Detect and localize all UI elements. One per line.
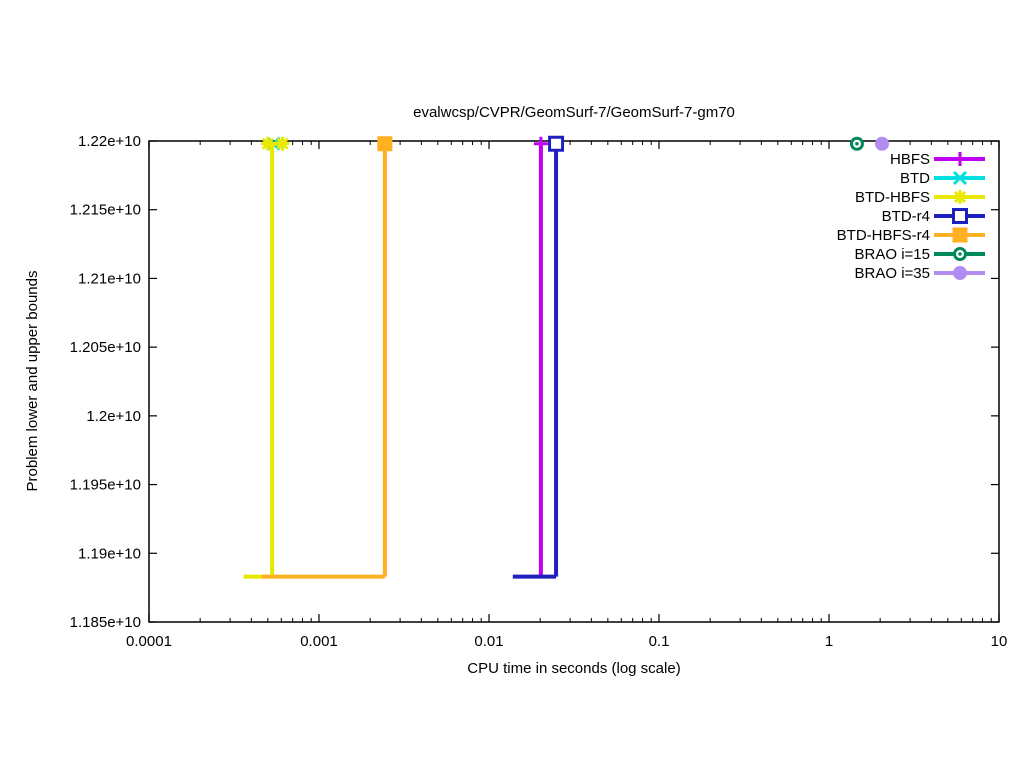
- y-tick-label: 1.21e+10: [78, 270, 141, 287]
- legend-marker: [953, 266, 967, 280]
- y-tick-label: 1.205e+10: [70, 339, 141, 356]
- legend-marker-stroke: [952, 170, 968, 186]
- legend-item-btd: BTD: [900, 170, 985, 187]
- legend-marker: [952, 170, 968, 186]
- legend-label: BTD-r4: [882, 208, 930, 225]
- data-point-marker: [874, 136, 889, 151]
- legend-item-brao-i-35: BRAO i=35: [855, 265, 985, 282]
- y-tick-label: 1.2e+10: [86, 408, 141, 425]
- y-tick-label: 1.195e+10: [70, 477, 141, 494]
- legend-marker: [953, 247, 967, 261]
- data-point-marker: [849, 136, 864, 151]
- y-tick-label: 1.215e+10: [70, 202, 141, 219]
- series-btd-hbfs: [243, 136, 290, 579]
- legend-marker-shape: [952, 227, 968, 243]
- legend-marker: [952, 227, 968, 243]
- series-brao-i-35: [874, 136, 889, 151]
- legend-marker-shape: [953, 266, 967, 280]
- legend-marker: [953, 190, 967, 204]
- series-hbfs: [533, 136, 548, 577]
- legend-item-btd-r4: BTD-r4: [882, 208, 985, 225]
- data-point-marker-shape: [377, 136, 393, 152]
- y-tick-label: 1.19e+10: [78, 545, 141, 562]
- y-tick-label: 1.185e+10: [70, 614, 141, 631]
- x-tick-label: 1: [825, 633, 833, 650]
- data-point-marker-stroke: [261, 137, 274, 150]
- chart-title: evalwcsp/CVPR/GeomSurf-7/GeomSurf-7-gm70: [413, 104, 735, 121]
- series-btd-r4: [512, 135, 565, 579]
- data-point-marker: [548, 135, 565, 152]
- x-tick-label: 0.001: [300, 633, 338, 650]
- data-point-marker-shape: [874, 136, 889, 151]
- legend-marker-stroke: [953, 190, 967, 204]
- data-point-marker: [377, 136, 393, 152]
- data-point-marker: [533, 136, 548, 151]
- legend-label: BRAO i=15: [855, 246, 930, 263]
- data-point-marker-shape: [855, 141, 859, 146]
- y-axis-label: Problem lower and upper bounds: [24, 271, 41, 492]
- legend-label: BTD: [900, 170, 930, 187]
- series-brao-i-15: [849, 136, 864, 151]
- legend-item-btd-hbfs-r4: BTD-HBFS-r4: [837, 227, 985, 244]
- legend-label: BTD-HBFS-r4: [837, 227, 930, 244]
- axes-layer: 0.0001 0.001 0.01 0.1 1 10 1.185e+10 1.19e+10 1.…: [70, 133, 1008, 650]
- x-tick-label: 0.0001: [126, 633, 172, 650]
- data-point-marker-shape: [548, 135, 565, 152]
- legend-item-brao-i-15: BRAO i=15: [855, 246, 985, 263]
- legend-marker: [953, 152, 967, 166]
- legend-marker-shape: [952, 208, 968, 224]
- y-tick-label: 1.22e+10: [78, 133, 141, 150]
- legend-marker: [952, 208, 968, 224]
- legend-label: BRAO i=35: [855, 265, 930, 282]
- plot-border: [148, 140, 1000, 623]
- legend-marker-shape: [958, 252, 962, 256]
- legend-label: BTD-HBFS: [855, 189, 930, 206]
- series-layer: [243, 135, 889, 579]
- legend: HBFS BTD BTD-HBFS BTD-r4 BTD-HBFS-r4 BRAO i=1…: [837, 151, 985, 282]
- x-axis-label: CPU time in seconds (log scale): [467, 660, 680, 677]
- data-point-marker: [275, 136, 290, 151]
- x-tick-label: 0.01: [474, 633, 503, 650]
- series-btd-hbfs-r4: [261, 136, 393, 579]
- x-tick-label: 10: [991, 633, 1008, 650]
- legend-item-hbfs: HBFS: [890, 151, 985, 168]
- x-tick-label: 0.1: [649, 633, 670, 650]
- data-point-marker-stroke: [276, 137, 289, 150]
- data-point-marker: [260, 136, 275, 151]
- legend-item-btd-hbfs: BTD-HBFS: [855, 189, 985, 206]
- legend-label: HBFS: [890, 151, 930, 168]
